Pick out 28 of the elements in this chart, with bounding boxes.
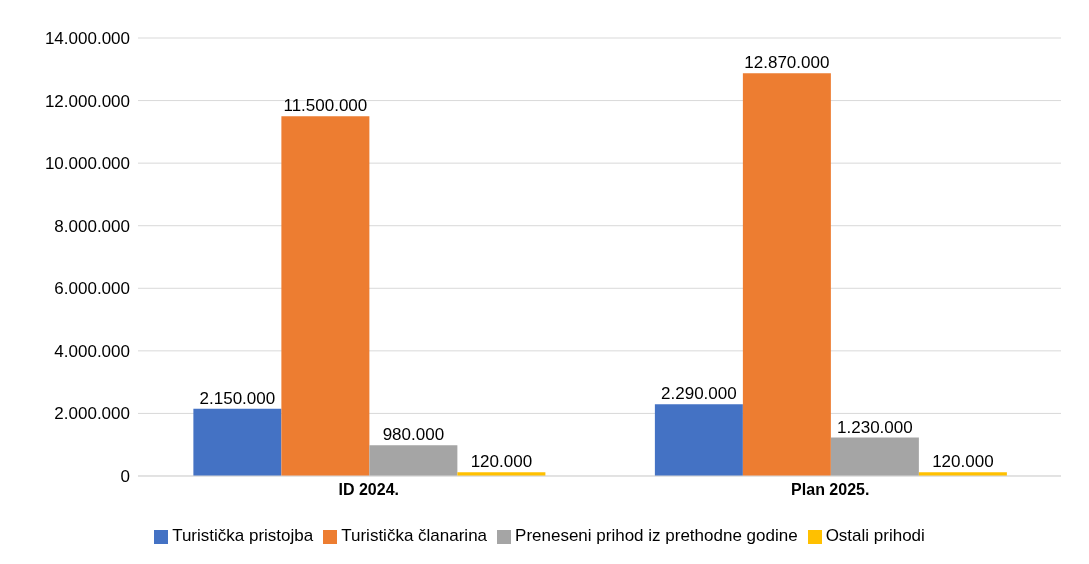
bar [193,408,282,476]
bar [369,445,458,476]
data-label: 980.000 [382,425,445,445]
data-label: 1.230.000 [837,417,913,437]
legend-label: Turistička pristojba [172,526,314,545]
y-tick-label: 6.000.000 [54,279,130,299]
y-tick-label: 10.000.000 [44,154,130,174]
y-tick-label: 14.000.000 [44,29,130,49]
x-tick-label: Plan 2025. [791,481,870,499]
bar [281,116,370,476]
legend-label: Turistička članarina [341,526,488,545]
data-label: 2.290.000 [661,384,737,404]
data-label: 12.870.000 [744,53,830,73]
x-tick-label: ID 2024. [338,481,399,499]
y-tick-label: 8.000.000 [54,216,130,236]
y-tick-label: 4.000.000 [54,341,130,361]
bar [654,404,743,476]
data-label: 2.150.000 [199,388,276,408]
data-label: 11.500.000 [283,96,368,116]
bar [742,73,831,476]
bar [830,437,919,476]
y-tick-label: 0 [120,467,130,487]
y-tick-label: 2.000.000 [54,404,130,424]
data-label: 120.000 [470,452,533,472]
y-tick-label: 12.000.000 [44,91,130,111]
legend-label: Preneseni prihod iz prethodne godine [515,526,798,545]
data-label: 120.000 [932,452,994,472]
legend-label: Ostali prihodi [825,526,925,545]
